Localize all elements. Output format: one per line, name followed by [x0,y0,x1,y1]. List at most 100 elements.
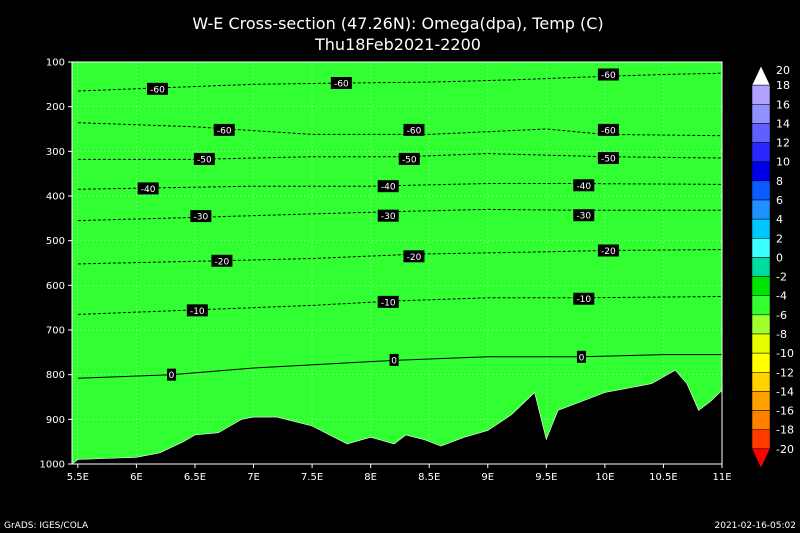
x-tick-label: 8.5E [418,472,440,483]
colorbar-swatch [751,238,771,258]
colorbar-label: -12 [776,366,794,379]
y-tick-label: 100 [46,58,65,69]
contour-label-box [137,182,159,195]
contour-label-text: -20 [601,247,616,257]
colorbar-label: -18 [776,424,794,437]
x-tick-label: 10E [595,472,614,483]
colorbar-label: 10 [776,156,790,169]
contour-label-box [597,68,619,81]
contour-label: -50 [193,152,215,165]
contour-label-box [190,210,212,223]
colorbar-label: 8 [776,175,783,188]
y-tick-label: 400 [46,192,65,203]
colorbar-swatch [751,123,771,143]
y-tick-label: 800 [46,370,65,381]
contour-label: -60 [146,82,168,95]
contour-label-box [398,152,420,165]
y-tick-label: 900 [46,415,65,426]
contour-label-box [573,292,595,305]
axes: 5.5E 6E 6.5E 7E 7.5E 8E 8.5E 9E 9.5E 10E 10.5E 11E 1… [40,58,732,484]
colorbar-label: 16 [776,98,790,111]
colorbar-swatch [751,372,771,392]
contour-label-text: -50 [402,155,417,165]
x-tick-label: 9E [481,472,494,483]
y-tick-label: 500 [46,236,65,247]
contour-label-box [167,368,177,381]
contour-label-box [377,295,399,308]
contour-label-text: -40 [141,185,156,195]
contour-label: -20 [597,244,619,257]
footer-credit: GrADS: IGES/COLA [4,521,89,531]
colorbar-label: -14 [776,385,794,398]
contour-label-box [330,76,352,89]
colorbar-label: 20 [776,64,790,77]
colorbar-label: -20 [776,443,794,456]
colorbar-label: 0 [776,251,783,264]
y-tick-label: 1000 [40,460,65,471]
contour-label-text: -60 [601,71,616,81]
contour-label: 0 [389,353,399,366]
contour-label: -60 [597,68,619,81]
colorbar-swatch [751,333,771,354]
contour-label: -10 [377,295,399,308]
contour-label-text: -40 [381,183,396,193]
contour-label: -40 [573,179,595,192]
contour-label: -60 [403,123,425,136]
contour-label: -30 [377,209,399,222]
contour-label: -20 [211,254,233,267]
contour-label-box [211,254,233,267]
chart-title: W-E Cross-section (47.26N): Omega(dpa), … [192,14,603,33]
footer-timestamp: 2021-02-16-05:02 [715,521,797,531]
contour-labels: -60 -60 -60 -60 -60 -60 -50 -50 -50 -40 -40 -40 -30 -… [137,68,619,381]
plot-frame [71,61,723,465]
terrain-layer [72,369,722,464]
colorbar-swatch [751,295,771,316]
contour-label-box [597,123,619,136]
colorbar-swatch [751,352,771,373]
contour-label: -50 [597,152,619,165]
contour-label-box [186,304,208,317]
colorbar-swatch [751,218,771,239]
contour-label-box [193,152,215,165]
colorbar-swatch [751,448,771,469]
colorbar-label: -4 [776,290,787,303]
x-tick-label: 10.5E [649,472,678,483]
contour-label: -10 [186,304,208,317]
colorbar-swatch [751,142,771,162]
contour-label: -40 [137,182,159,195]
contour-label: -60 [213,123,235,136]
contour-label-text: -20 [407,253,422,263]
x-tick-label: 9.5E [535,472,557,483]
colorbar-swatch [751,276,771,296]
contour-label-text: -20 [215,257,230,267]
contour-label-text: -60 [601,126,616,136]
colorbar-label: 4 [776,213,783,226]
x-tick-label: 7.5E [301,472,323,483]
colorbar-label: 18 [776,79,790,92]
y-tick-label: 300 [46,147,65,158]
contour-label-text: -50 [601,155,616,165]
x-tick-label: 8E [364,472,377,483]
contour-label-box [377,180,399,193]
x-tick-label: 6E [130,472,143,483]
x-tick-label: 5.5E [67,472,89,483]
contour-label-box [576,350,586,363]
contour-label: -50 [398,152,420,165]
contour-label-text: -10 [190,307,205,317]
colorbar-swatch [751,180,771,201]
contour-label-box [403,123,425,136]
colorbar-label: -8 [776,328,787,341]
colorbar: 20181614121086420-2-4-6-8-10-12-14-16-18… [751,64,794,469]
contour-label-box [146,82,168,95]
colorbar-swatch [751,257,771,277]
contour-label: -30 [573,209,595,222]
contour-label-text: -50 [197,155,212,165]
contour-label-text: -60 [217,126,232,136]
colorbar-label: -10 [776,347,794,360]
contour-label-text: -30 [576,212,591,222]
colorbar-swatch [751,429,771,450]
colorbar-label: 6 [776,194,783,207]
chart-subtitle: Thu18Feb2021-2200 [314,35,481,54]
terrain-silhouette [72,369,722,464]
contour-label: -30 [190,210,212,223]
